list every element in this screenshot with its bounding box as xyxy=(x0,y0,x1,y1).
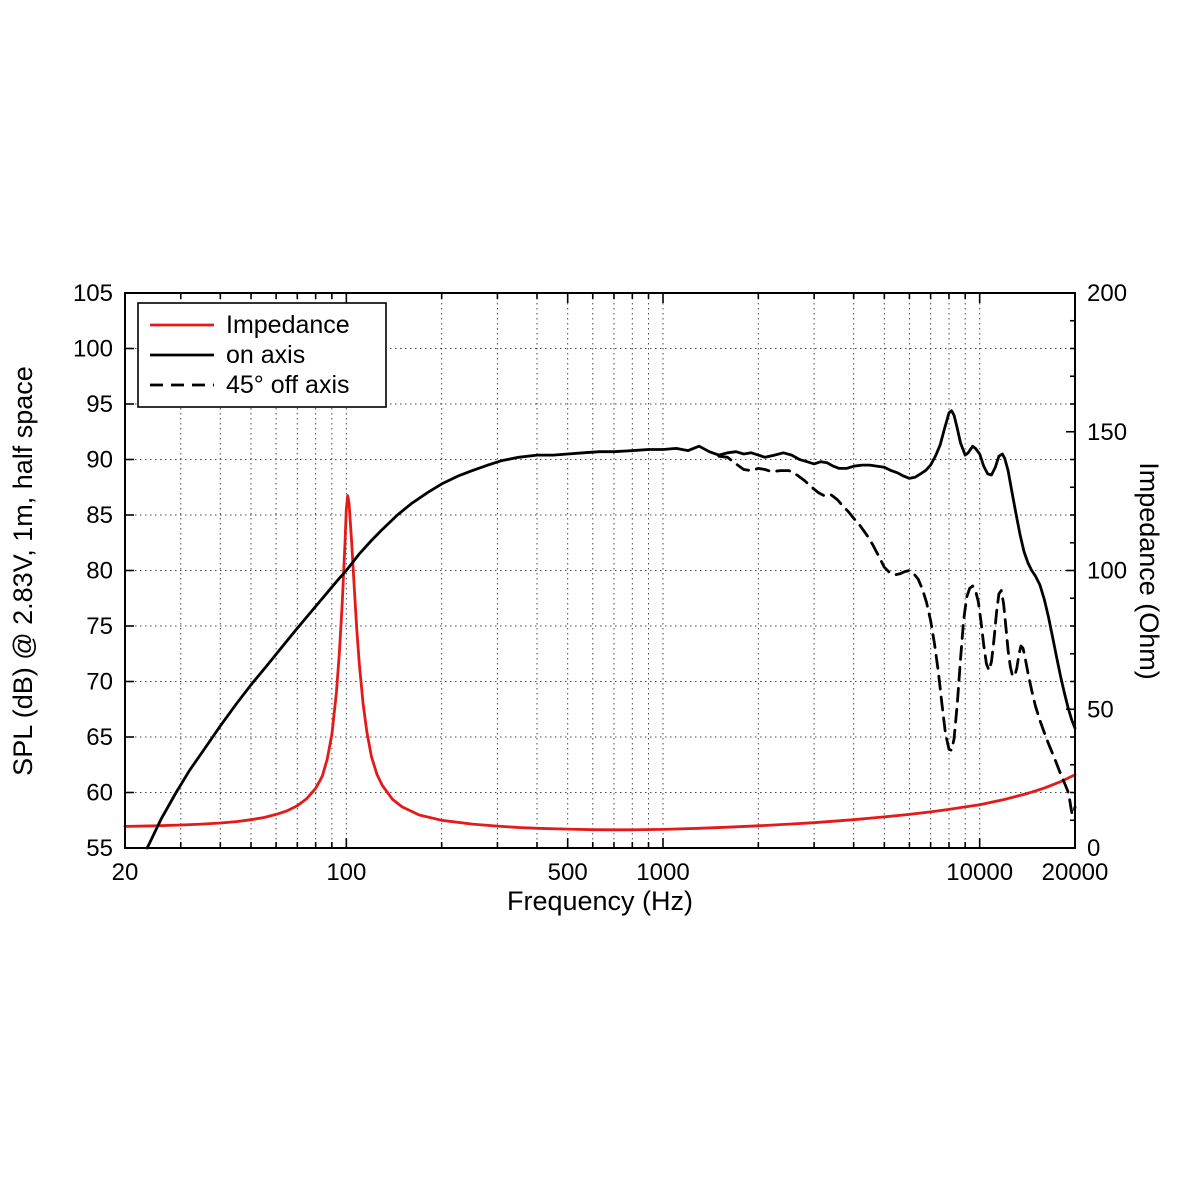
series-off-axis-45 xyxy=(717,454,1077,817)
y-right-axis-title: Impedance (Ohm) xyxy=(1134,462,1164,680)
x-tick-label: 20000 xyxy=(1042,859,1109,886)
y-left-tick-label: 100 xyxy=(73,336,113,363)
x-tick-label: 20 xyxy=(112,859,139,886)
y-left-axis-title: SPL (dB) @ 2.83V, 1m, half space xyxy=(8,366,38,776)
y-left-tick-label: 75 xyxy=(86,613,113,640)
legend-label-on-axis: on axis xyxy=(226,341,305,369)
x-axis-title: Frequency (Hz) xyxy=(507,886,693,916)
y-right-tick-label: 0 xyxy=(1087,835,1100,862)
legend-label-off-axis-45: 45° off axis xyxy=(226,371,350,399)
x-tick-label: 100 xyxy=(326,859,366,886)
y-left-tick-label: 65 xyxy=(86,724,113,751)
y-left-tick-label: 90 xyxy=(86,447,113,474)
y-right-tick-label: 150 xyxy=(1087,419,1127,446)
y-right-tick-label: 200 xyxy=(1087,280,1127,307)
x-tick-label: 500 xyxy=(548,859,588,886)
y-left-tick-label: 70 xyxy=(86,669,113,696)
y-left-tick-label: 55 xyxy=(86,835,113,862)
axes-layer: 20 100 500 1000 10000 20000556065707580859095… xyxy=(73,280,1127,886)
y-left-tick-label: 80 xyxy=(86,558,113,585)
y-left-tick-label: 105 xyxy=(73,280,113,307)
series-impedance xyxy=(123,494,1077,832)
x-tick-label: 1000 xyxy=(636,859,689,886)
legend-label-impedance: Impedance xyxy=(226,311,350,339)
y-right-tick-label: 100 xyxy=(1087,558,1127,585)
series-on-axis xyxy=(145,409,1077,850)
grid-layer xyxy=(125,293,1075,848)
y-left-tick-label: 85 xyxy=(86,502,113,529)
y-left-tick-label: 60 xyxy=(86,780,113,807)
x-tick-label: 10000 xyxy=(946,859,1013,886)
y-left-tick-label: 95 xyxy=(86,391,113,418)
series-layer xyxy=(123,409,1077,850)
y-right-tick-label: 50 xyxy=(1087,696,1114,723)
